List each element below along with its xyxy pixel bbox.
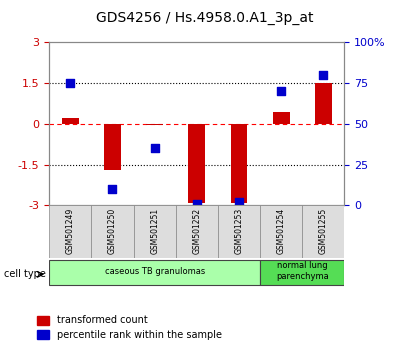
Point (109, 186, 115, 192)
Text: GSM501251: GSM501251 (150, 208, 159, 254)
Text: transformed count: transformed count (57, 315, 148, 325)
Text: GDS4256 / Hs.4958.0.A1_3p_at: GDS4256 / Hs.4958.0.A1_3p_at (96, 11, 313, 25)
FancyBboxPatch shape (49, 205, 91, 258)
Text: GSM501253: GSM501253 (234, 208, 243, 254)
Point (277, 88, 284, 94)
Point (235, 199, 242, 205)
Text: caseous TB granulomas: caseous TB granulomas (104, 267, 204, 276)
Text: cell type: cell type (4, 269, 46, 279)
FancyBboxPatch shape (91, 205, 133, 258)
Bar (188, 124, 205, 202)
Bar (230, 124, 247, 202)
Text: percentile rank within the sample: percentile rank within the sample (57, 330, 222, 339)
FancyBboxPatch shape (259, 205, 301, 258)
Bar (314, 83, 331, 124)
Text: GSM501250: GSM501250 (108, 208, 117, 254)
FancyBboxPatch shape (217, 205, 259, 258)
Point (319, 72, 326, 78)
Point (193, 201, 200, 206)
Bar (37, 330, 49, 339)
Bar (37, 316, 49, 325)
FancyBboxPatch shape (133, 205, 175, 258)
Bar (146, 124, 163, 125)
Text: normal lung
parenchyma: normal lung parenchyma (275, 262, 328, 281)
Bar (104, 124, 121, 170)
Text: GSM501249: GSM501249 (65, 208, 74, 254)
Text: GSM501254: GSM501254 (276, 208, 285, 254)
FancyBboxPatch shape (259, 260, 344, 285)
Bar (272, 112, 289, 124)
Text: GSM501252: GSM501252 (192, 208, 201, 254)
FancyBboxPatch shape (301, 205, 344, 258)
Bar (62, 119, 79, 124)
Text: GSM501255: GSM501255 (318, 208, 327, 254)
Point (67, 80, 73, 86)
Point (151, 145, 157, 151)
FancyBboxPatch shape (175, 205, 217, 258)
FancyBboxPatch shape (49, 260, 259, 285)
